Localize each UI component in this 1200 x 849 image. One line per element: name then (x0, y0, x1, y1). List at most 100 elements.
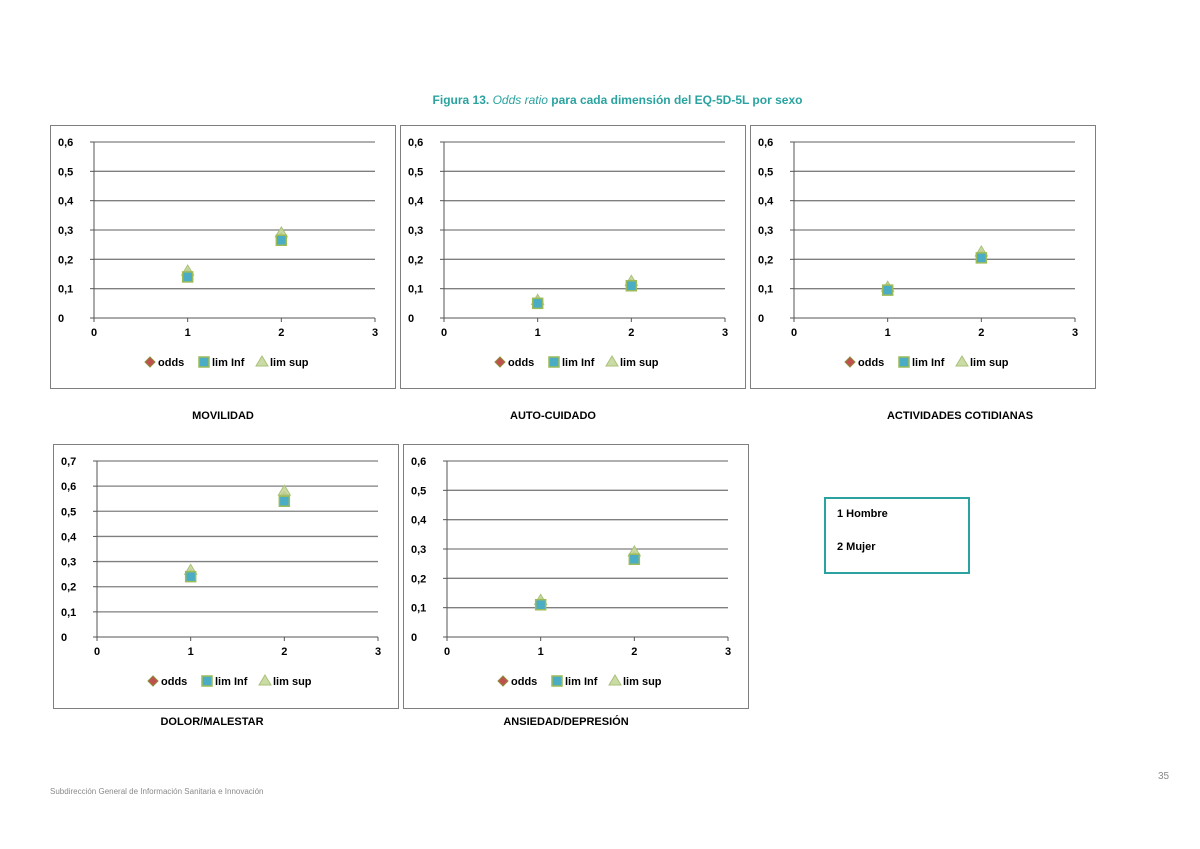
chart-svg-ansiedad: 0 0,1 0,2 0,3 0,4 0,5 0,6 0 1 2 3 odds lim Inf lim su… (411, 456, 731, 688)
chart-caption-actividades: ACTIVIDADES COTIDIANAS (886, 410, 1034, 422)
legend-label-odds: odds (511, 676, 537, 688)
y-tick-label: 0,5 (58, 166, 73, 178)
y-tick-label: 0,3 (61, 557, 76, 569)
chart-caption-auto-cuidado: AUTO-CUIDADO (510, 410, 596, 422)
x-tick-label: 2 (628, 327, 634, 339)
chart-svg-actividades: 0 0,1 0,2 0,3 0,4 0,5 0,6 0 1 2 3 odds lim Inf lim su… (758, 137, 1078, 369)
y-tick-label: 0,3 (58, 225, 73, 237)
page-number: 35 (1158, 771, 1170, 782)
legend-label-lim-inf: lim Inf (212, 357, 245, 369)
y-tick-label: 0,2 (58, 254, 73, 266)
y-tick-label: 0,1 (61, 607, 76, 619)
legend-label-lim-sup: lim sup (620, 357, 659, 369)
x-tick-label: 1 (885, 327, 891, 339)
legend-label-odds: odds (508, 357, 534, 369)
chart-caption-movilidad: MOVILIDAD (192, 410, 254, 422)
x-tick-label: 3 (1072, 327, 1078, 339)
legend-marker-odds (144, 356, 156, 368)
y-tick-label: 0,1 (408, 284, 423, 296)
y-tick-label: 0,6 (408, 137, 423, 149)
y-tick-label: 0,2 (408, 254, 423, 266)
legend-hombre: 1 Hombre (837, 508, 888, 520)
y-tick-label: 0,3 (758, 225, 773, 237)
y-tick-label: 0,7 (61, 456, 76, 468)
chart-caption-ansiedad: ANSIEDAD/DEPRESIÓN (503, 716, 629, 728)
figure-title-italic: Odds ratio (492, 93, 548, 107)
footer-text: Subdirección General de Información Sani… (50, 787, 264, 796)
x-tick-label: 3 (725, 646, 731, 658)
figure-title: Figura 13. Odds ratio para cada dimensió… (0, 93, 1200, 107)
y-tick-label: 0,5 (758, 166, 773, 178)
y-tick-label: 0 (58, 313, 64, 325)
y-tick-label: 0 (411, 632, 417, 644)
chart-svg-dolor: 0 0,1 0,2 0,3 0,4 0,5 0,6 0,7 0 1 2 3 odds lim Inf lim… (61, 456, 381, 688)
y-tick-label: 0,3 (411, 544, 426, 556)
chart-panel-auto-cuidado: 0 0,1 0,2 0,3 0,4 0,5 0,6 0 1 2 3 odds lim Inf lim su… (400, 125, 746, 389)
x-tick-label: 1 (538, 646, 544, 658)
legend-mujer: 2 Mujer (837, 541, 876, 553)
legend-marker-lim-sup (608, 674, 622, 686)
legend-marker-lim-inf (198, 356, 210, 368)
point-lim-inf (181, 271, 194, 283)
legend-marker-lim-sup (255, 355, 269, 367)
legend-label-odds: odds (858, 357, 884, 369)
x-tick-label: 2 (278, 327, 284, 339)
point-lim-inf (625, 279, 638, 292)
legend-label-lim-inf: lim Inf (562, 357, 595, 369)
figure-label: Figura 13. (432, 93, 490, 107)
y-tick-label: 0,1 (758, 284, 773, 296)
x-tick-label: 1 (535, 327, 541, 339)
legend-marker-odds (497, 675, 509, 687)
chart-panel-movilidad: 0 0,1 0,2 0,3 0,4 0,5 0,6 0 1 2 3 odds lim Inf lim su… (50, 125, 396, 389)
chart-svg-auto-cuidado: 0 0,1 0,2 0,3 0,4 0,5 0,6 0 1 2 3 odds lim Inf lim su… (408, 137, 728, 369)
y-tick-label: 0,6 (58, 137, 73, 149)
chart-panel-actividades: 0 0,1 0,2 0,3 0,4 0,5 0,6 0 1 2 3 odds lim Inf lim su… (750, 125, 1096, 389)
legend-label-lim-sup: lim sup (270, 357, 309, 369)
y-tick-label: 0,5 (408, 166, 423, 178)
y-tick-label: 0,4 (758, 196, 774, 208)
legend-label-odds: odds (161, 676, 187, 688)
x-tick-label: 3 (722, 327, 728, 339)
y-tick-label: 0,4 (58, 196, 74, 208)
y-tick-label: 0,1 (58, 284, 73, 296)
x-tick-label: 0 (791, 327, 797, 339)
point-lim-inf (881, 284, 894, 296)
y-tick-label: 0,4 (411, 515, 427, 527)
legend-marker-lim-inf (551, 675, 563, 687)
y-tick-label: 0,6 (411, 456, 426, 468)
y-tick-label: 0,3 (408, 225, 423, 237)
x-tick-label: 2 (631, 646, 637, 658)
legend-marker-odds (494, 356, 506, 368)
legend-marker-lim-sup (605, 355, 619, 367)
legend-label-lim-sup: lim sup (970, 357, 1009, 369)
legend-label-lim-inf: lim Inf (215, 676, 248, 688)
y-tick-label: 0,5 (61, 506, 76, 518)
point-lim-inf (534, 598, 547, 611)
chart-panel-dolor: 0 0,1 0,2 0,3 0,4 0,5 0,6 0,7 0 1 2 3 odds lim Inf lim… (53, 444, 399, 709)
point-lim-sup (277, 484, 292, 496)
legend-label-lim-inf: lim Inf (912, 357, 945, 369)
chart-panel-ansiedad: 0 0,1 0,2 0,3 0,4 0,5 0,6 0 1 2 3 odds lim Inf lim su… (403, 444, 749, 709)
y-tick-label: 0,6 (61, 481, 76, 493)
legend-marker-odds (844, 356, 856, 368)
legend-marker-odds (147, 675, 159, 687)
y-tick-label: 0,6 (758, 137, 773, 149)
x-tick-label: 2 (281, 646, 287, 658)
legend-marker-lim-sup (955, 355, 969, 367)
figure-title-rest: para cada dimensión del EQ-5D-5L por sex… (551, 93, 803, 107)
y-tick-label: 0,5 (411, 485, 426, 497)
x-tick-label: 1 (188, 646, 194, 658)
point-lim-inf (628, 553, 641, 566)
y-tick-label: 0 (61, 632, 67, 644)
legend-marker-lim-inf (201, 675, 213, 687)
sex-legend-box: 1 Hombre 2 Mujer (824, 497, 970, 574)
y-tick-label: 0 (408, 313, 414, 325)
x-tick-label: 3 (375, 646, 381, 658)
legend-marker-lim-inf (898, 356, 910, 368)
legend-marker-lim-inf (548, 356, 560, 368)
point-lim-inf (275, 234, 288, 247)
y-tick-label: 0,1 (411, 603, 426, 615)
point-lim-inf (278, 495, 291, 507)
y-tick-label: 0 (758, 313, 764, 325)
point-lim-inf (184, 570, 197, 583)
